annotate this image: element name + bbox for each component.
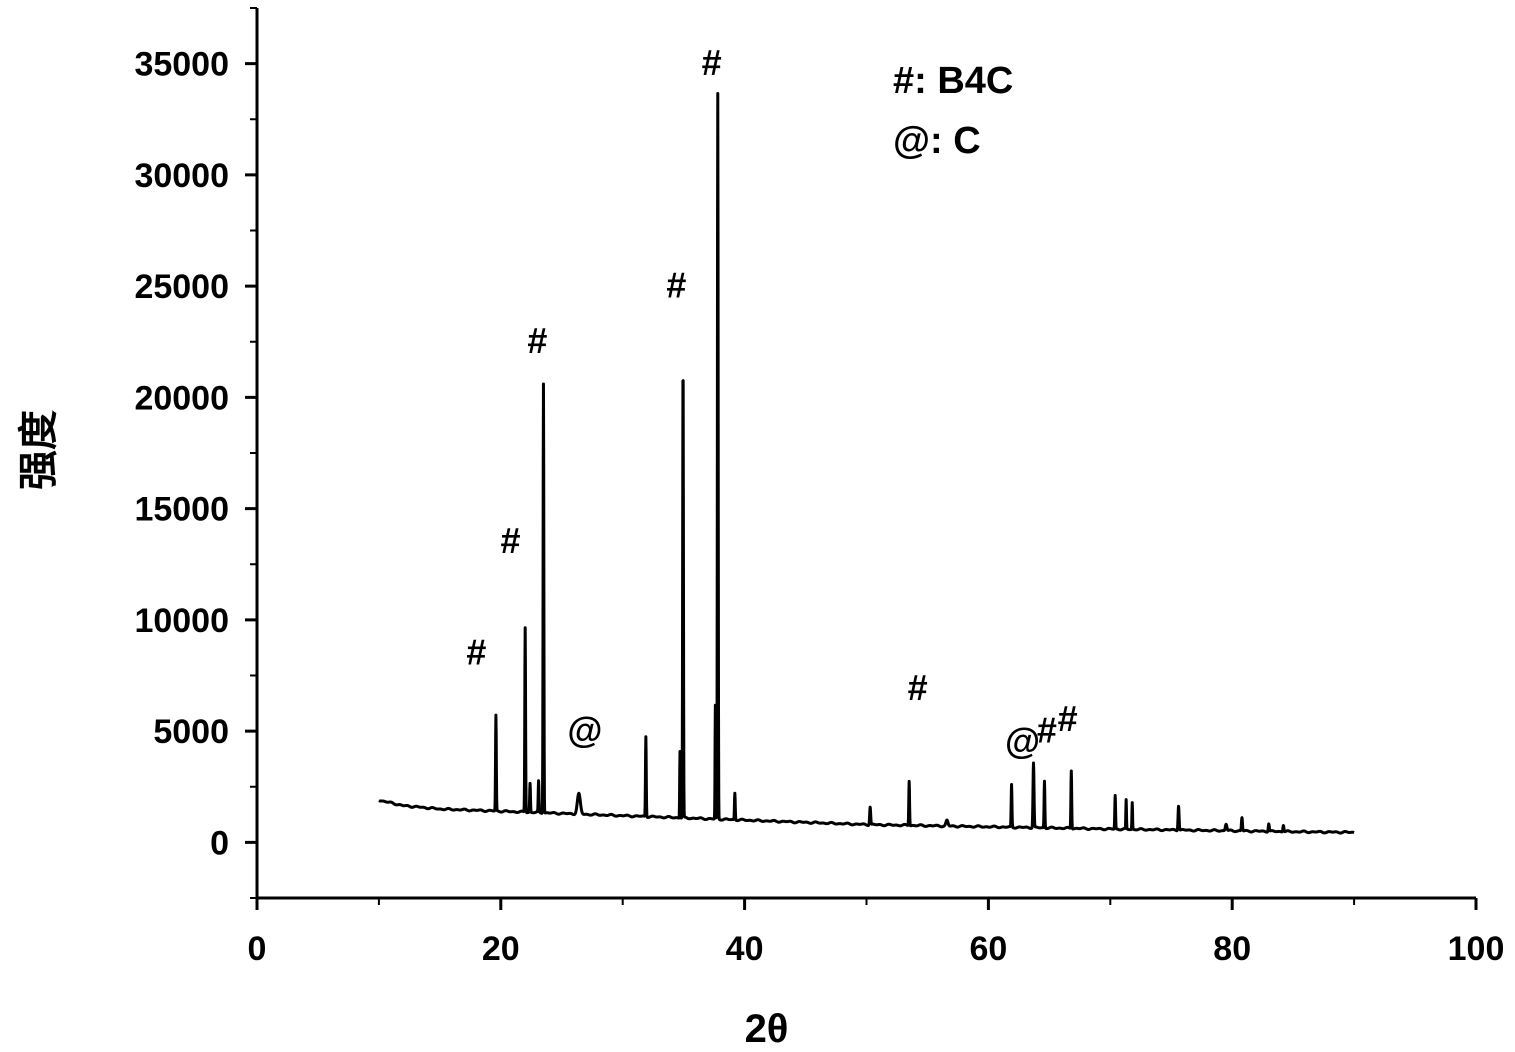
x-tick-label: 0 [248, 930, 267, 968]
b4c-peak-marker: # [908, 667, 928, 708]
x-tick-label: 40 [726, 930, 764, 968]
y-axis-label: 强度 [17, 410, 61, 490]
b4c-peak-marker: # [666, 264, 686, 305]
ticks: 0 20 40 60 80 100 0 5000 10000 15000 20000 25000 300… [134, 7, 1505, 968]
series [377, 91, 1356, 835]
y-tick-label: 25000 [134, 268, 229, 306]
b4c-peak-marker: # [466, 631, 486, 672]
b4c-peak-marker: # [1037, 709, 1057, 750]
x-tick-label: 60 [969, 930, 1007, 968]
y-tick-label: 20000 [134, 379, 229, 417]
carbon-peak-marker: @ [1005, 720, 1040, 761]
x-tick-label: 20 [482, 930, 520, 968]
legend-entry: @: C [893, 120, 981, 162]
y-tick-label: 0 [210, 824, 229, 862]
legend: #: B4C @: C [893, 60, 1013, 162]
peak-annotations: #####@#@# # [466, 42, 1077, 762]
x-tick-label: 80 [1213, 930, 1251, 968]
carbon-peak-marker: @ [567, 709, 602, 750]
axis-labels: 2θ 强度 [17, 410, 788, 1051]
xrd-series-line [377, 91, 1356, 835]
y-tick-label: 5000 [153, 713, 229, 751]
b4c-peak-marker: # [1058, 698, 1078, 739]
legend-entry: #: B4C [893, 60, 1013, 102]
y-tick-label: 35000 [134, 46, 229, 84]
y-tick-label: 15000 [134, 491, 229, 529]
y-tick-label: 10000 [134, 602, 229, 640]
x-tick-label: 100 [1448, 930, 1505, 968]
b4c-peak-marker: # [702, 42, 722, 83]
b4c-peak-marker: # [501, 520, 521, 561]
x-axis-label: 2θ [745, 1007, 789, 1051]
axes [255, 8, 1476, 900]
b4c-peak-marker: # [527, 320, 547, 361]
y-tick-label: 30000 [134, 157, 229, 195]
